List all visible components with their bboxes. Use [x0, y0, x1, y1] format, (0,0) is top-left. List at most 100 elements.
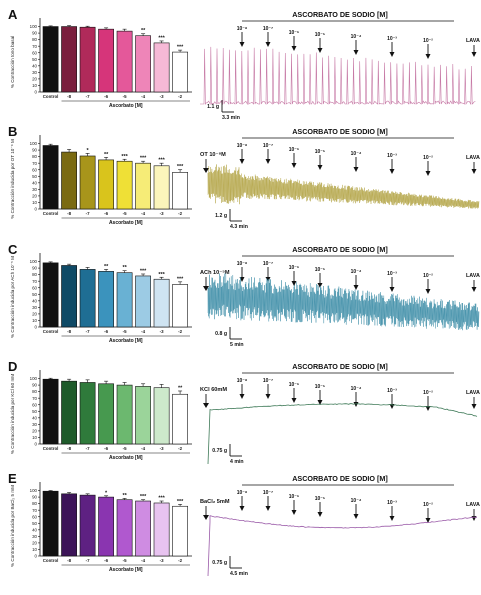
lava-label: LAVA — [466, 38, 480, 44]
panel-letter: E — [8, 471, 17, 486]
bar-xlabel: Ascorbato [M] — [109, 338, 143, 344]
y-tick-label: 10 — [32, 83, 37, 88]
y-tick-label: 60 — [32, 50, 37, 55]
concentration-arrowhead — [425, 289, 431, 294]
bar-category-label: -4 — [141, 94, 145, 99]
bar — [172, 284, 188, 328]
scale-label-vertical: 0.75 g — [212, 448, 227, 454]
bar-category-label: -8 — [67, 211, 71, 216]
panel-letter: A — [8, 7, 18, 22]
y-tick-label: 50 — [32, 292, 37, 297]
concentration-arrowhead — [353, 50, 359, 55]
bar — [79, 26, 96, 93]
lava-label: LAVA — [466, 155, 480, 161]
concentration-label: 10⁻⁸ — [237, 378, 248, 384]
trace-line — [207, 164, 480, 209]
bar-category-label: -5 — [123, 558, 127, 563]
bar-category-label: -6 — [104, 558, 108, 563]
bar — [98, 383, 114, 445]
concentration-arrowhead — [291, 46, 297, 51]
concentration-label: 10⁻⁴ — [351, 151, 362, 157]
bar-category-label: -3 — [160, 211, 164, 216]
trace-line — [200, 46, 476, 106]
y-tick-label: 40 — [32, 298, 37, 303]
y-tick-label: 100 — [30, 24, 38, 29]
concentration-arrowhead — [353, 285, 359, 290]
bar-category-label: -2 — [178, 329, 182, 334]
bar-category-label: Control — [43, 329, 59, 334]
concentration-label: 10⁻⁷ — [263, 26, 273, 32]
concentration-arrowhead — [265, 506, 271, 511]
significance-label: * — [105, 490, 108, 496]
y-tick-label: 10 — [32, 435, 37, 440]
concentration-label: 10⁻⁸ — [237, 26, 248, 32]
concentration-arrowhead — [239, 42, 245, 47]
concentration-label: 10⁻² — [423, 38, 433, 44]
concentration-arrowhead — [353, 402, 359, 407]
concentration-label: 10⁻³ — [387, 36, 397, 42]
bar-category-label: -8 — [67, 94, 71, 99]
concentration-label: 10⁻³ — [387, 500, 397, 506]
agonist-arrowhead — [203, 168, 209, 173]
concentration-arrowhead — [265, 159, 271, 164]
y-tick-label: 90 — [32, 383, 37, 388]
concentration-arrowhead — [239, 394, 245, 399]
panel-letter: D — [8, 359, 17, 374]
y-tick-label: 20 — [32, 312, 37, 317]
y-tick-label: 10 — [32, 200, 37, 205]
y-tick-label: 0 — [35, 207, 38, 212]
concentration-label: 10⁻⁴ — [351, 386, 362, 392]
concentration-arrowhead — [425, 406, 431, 411]
y-tick-label: 30 — [32, 187, 37, 192]
y-tick-label: 50 — [32, 521, 37, 526]
y-tick-label: 30 — [32, 422, 37, 427]
concentration-label: 10⁻⁵ — [315, 496, 326, 502]
scale-label-horizontal: 5 min — [230, 342, 244, 348]
concentration-label: 10⁻⁶ — [289, 382, 300, 388]
concentration-label: 10⁻⁸ — [237, 261, 248, 267]
bar — [172, 172, 188, 210]
bar-category-label: -5 — [123, 329, 127, 334]
trace-title: ASCORBATO DE SODIO [M] — [292, 127, 388, 136]
concentration-label: 10⁻² — [423, 502, 433, 508]
concentration-arrowhead — [425, 171, 431, 176]
y-tick-label: 10 — [32, 318, 37, 323]
significance-label: *** — [158, 496, 165, 502]
bar-xlabel: Ascorbato [M] — [109, 455, 143, 461]
y-tick-label: 30 — [32, 305, 37, 310]
concentration-label: 10⁻⁵ — [315, 267, 326, 273]
bar — [98, 271, 114, 328]
significance-label: ** — [122, 493, 127, 499]
bar-category-label: -2 — [178, 558, 182, 563]
significance-label: ** — [122, 265, 127, 271]
concentration-arrowhead — [317, 512, 323, 517]
lava-label: LAVA — [466, 502, 480, 508]
bar — [153, 387, 170, 445]
y-tick-label: 70 — [32, 279, 37, 284]
concentration-label: 10⁻² — [423, 155, 433, 161]
concentration-label: 10⁻⁴ — [351, 269, 362, 275]
significance-label: ** — [178, 385, 183, 391]
concentration-label: 10⁻⁶ — [289, 30, 300, 36]
y-tick-label: 80 — [32, 37, 37, 42]
lava-arrowhead — [471, 287, 477, 292]
significance-label: *** — [140, 268, 147, 274]
bar — [42, 145, 59, 210]
y-tick-label: 0 — [35, 442, 38, 447]
bar — [42, 26, 59, 93]
bar-category-label: -6 — [104, 329, 108, 334]
significance-label: *** — [177, 45, 184, 51]
bar — [153, 502, 170, 557]
y-tick-label: 50 — [32, 409, 37, 414]
concentration-label: 10⁻⁵ — [315, 384, 326, 390]
bar — [42, 378, 59, 445]
concentration-arrowhead — [291, 510, 297, 515]
y-tick-label: 100 — [30, 488, 38, 493]
concentration-label: 10⁻⁵ — [315, 32, 326, 38]
scale-label-vertical: 0.8 g — [215, 331, 227, 337]
bar — [79, 155, 96, 210]
concentration-label: 10⁻⁷ — [263, 490, 273, 496]
bar — [61, 26, 77, 93]
y-tick-label: 30 — [32, 534, 37, 539]
